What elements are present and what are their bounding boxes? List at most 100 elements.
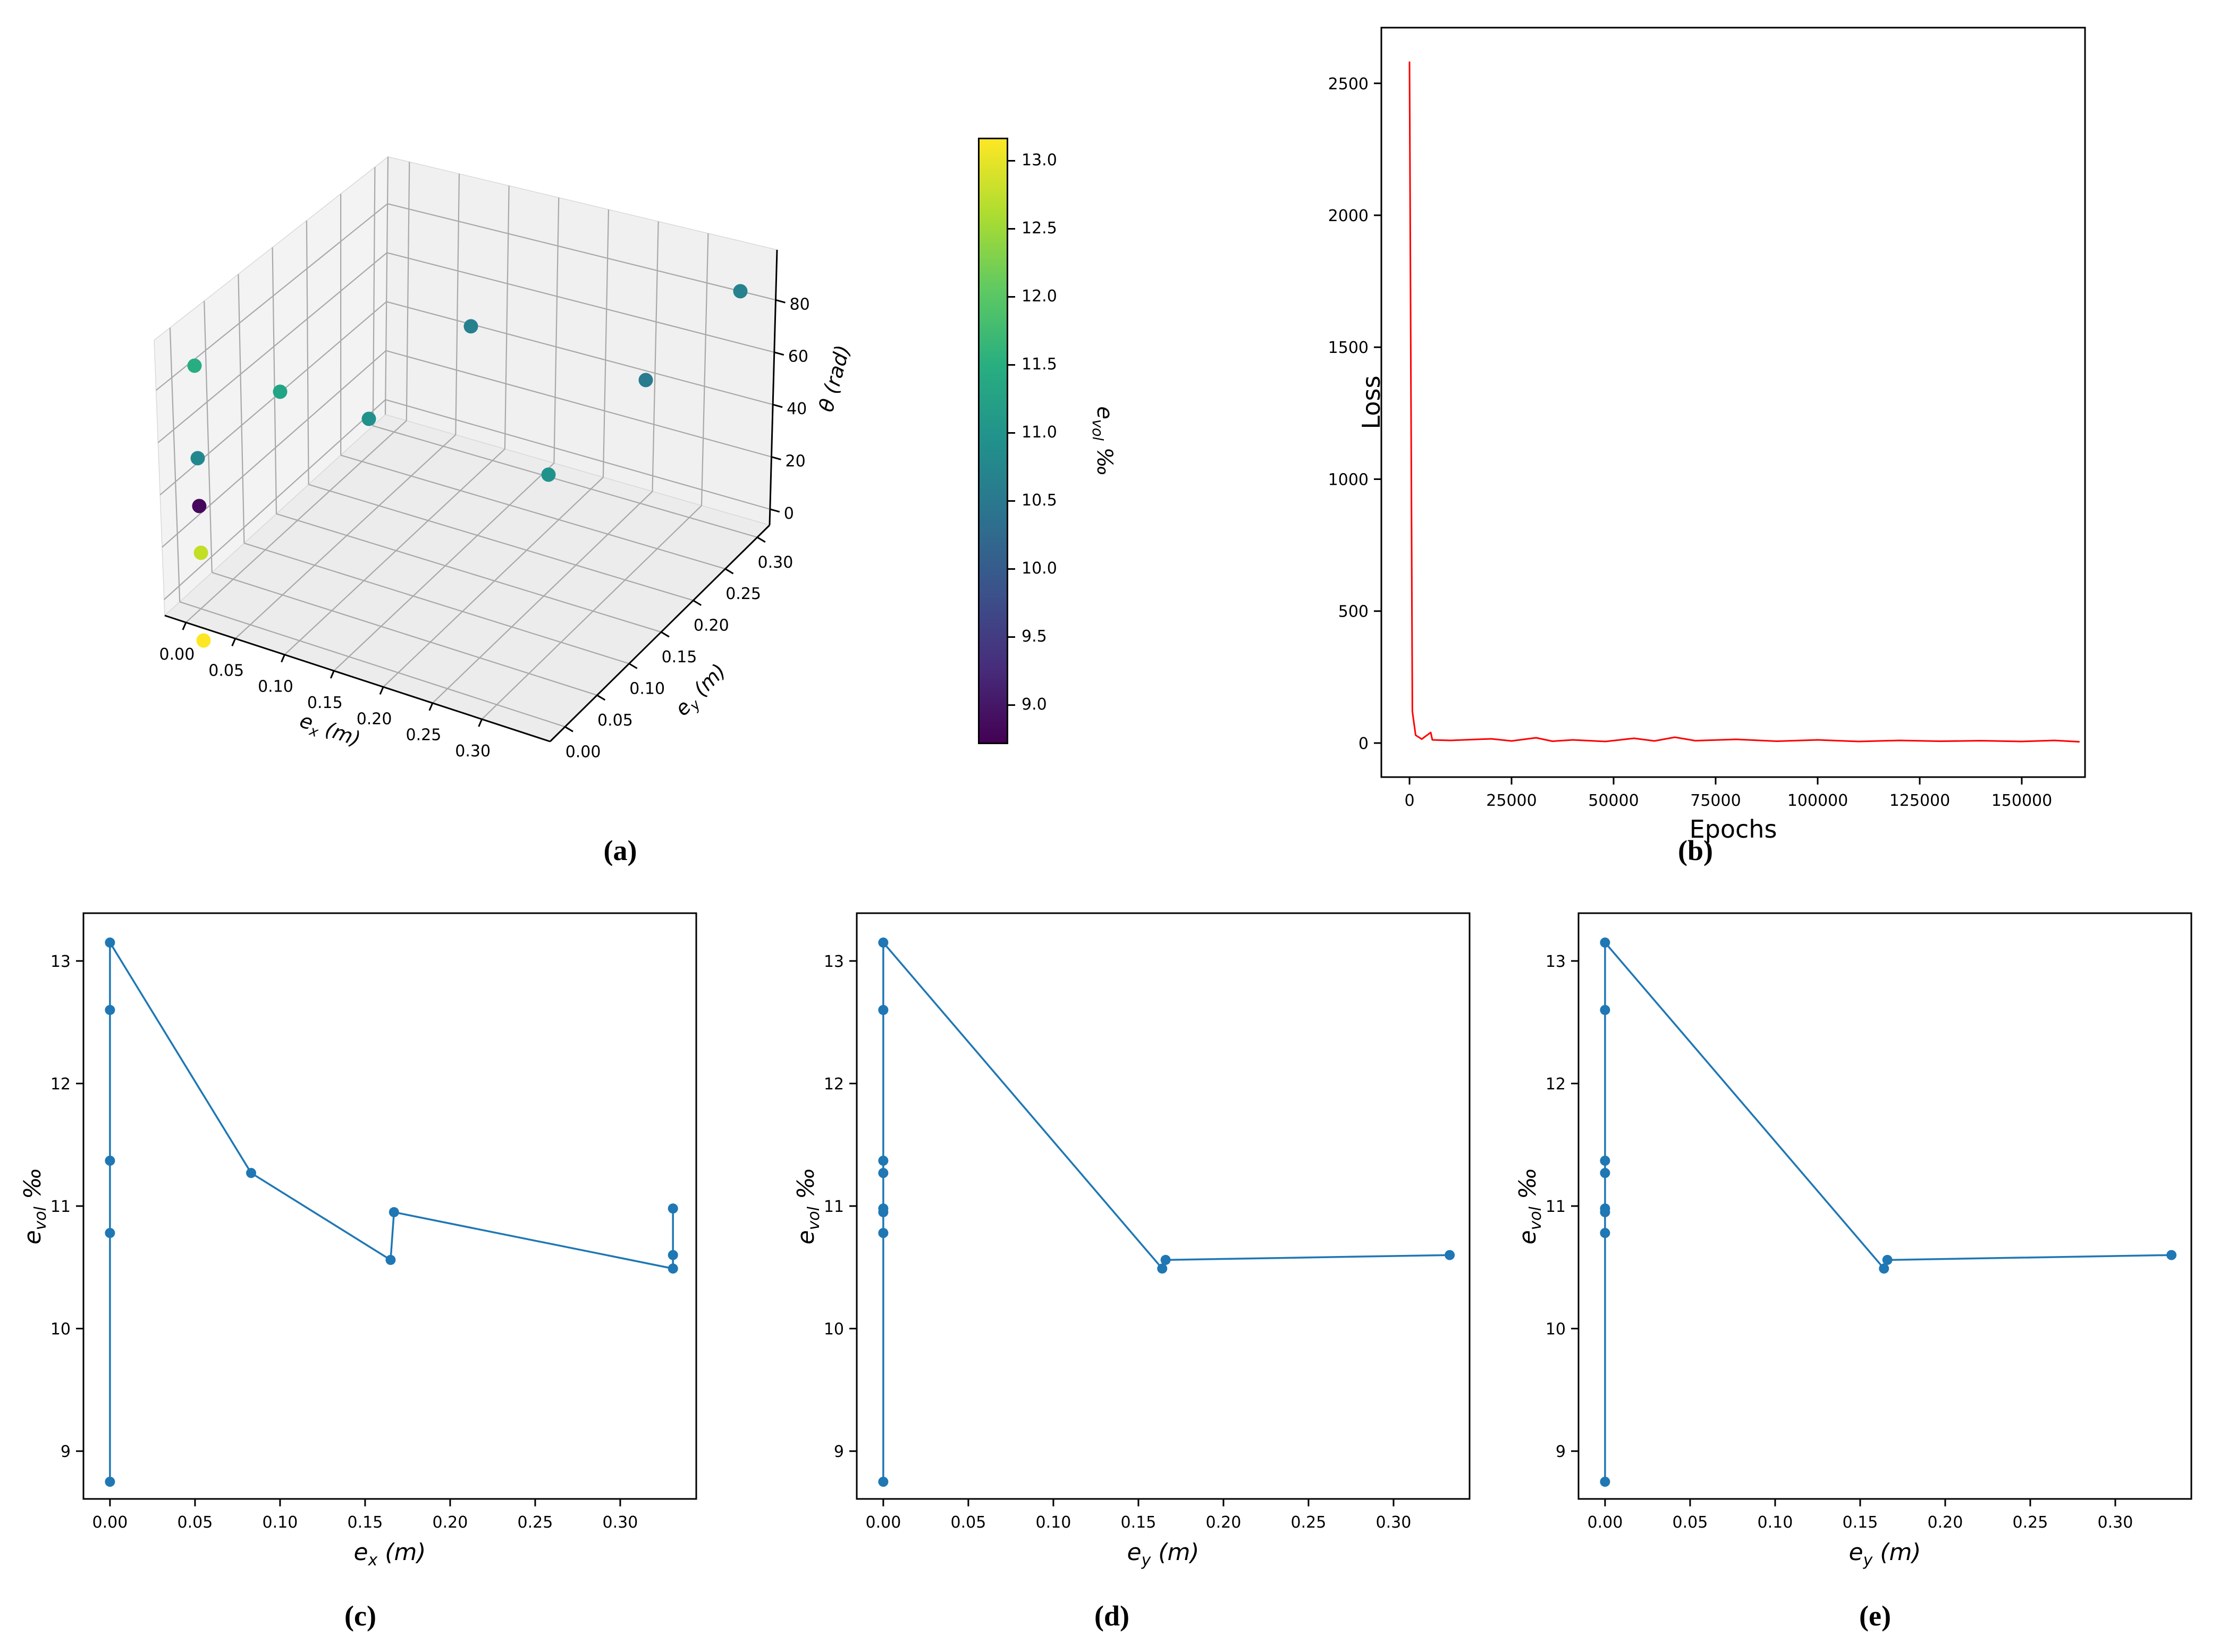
data-line-b — [1408, 61, 2080, 743]
y-tick-label: 11 — [824, 1198, 844, 1216]
axis-tick — [182, 622, 187, 630]
grid-line — [701, 233, 709, 506]
y-axis-label-e: evol ‰ — [1514, 1167, 1545, 1245]
x-tick-label: 0.05 — [178, 1513, 213, 1532]
scatter3d-point — [541, 467, 556, 482]
data-point — [878, 1005, 889, 1015]
data-point — [668, 1250, 678, 1260]
axis-tick — [772, 403, 783, 408]
x3d-tick-label: 0.15 — [307, 694, 343, 712]
y-tick-label: 500 — [1338, 603, 1369, 621]
x-tick-label: 150000 — [1991, 791, 2053, 810]
y-tick-label: 13 — [824, 953, 844, 971]
grid-line — [383, 477, 604, 688]
grid-line — [385, 350, 772, 458]
scatter3d-point — [733, 284, 748, 299]
x-tick-label: 0.25 — [1291, 1513, 1327, 1532]
plot-area — [82, 912, 697, 1500]
grid-line — [308, 484, 694, 601]
axis-tick — [596, 694, 606, 701]
colorbar-tick — [1008, 704, 1015, 706]
colorbar-tick — [1008, 636, 1015, 638]
y3d-tick-label: 0.25 — [725, 585, 761, 603]
y-axis-label-d: evol ‰ — [792, 1167, 823, 1245]
data-point — [878, 937, 889, 948]
x-tick-label: 0.15 — [348, 1513, 383, 1532]
y-axis-spine — [549, 524, 771, 743]
axis-tick — [775, 299, 786, 304]
colorbar-tick — [1008, 568, 1015, 570]
z3d-tick-label: 60 — [788, 348, 808, 366]
grid-line — [602, 209, 610, 477]
x-tick-label: 0.10 — [263, 1513, 298, 1532]
data-point — [878, 1228, 889, 1238]
x-tick-label: 0.30 — [2098, 1513, 2133, 1532]
axis-tick — [770, 508, 780, 513]
x-tick-label: 25000 — [1486, 791, 1537, 810]
plot-canvas-c: 0.00 0.05 0.10 0.15 0.20 0.25 0.30 9 10 11 12 13 — [50, 912, 697, 1532]
x-tick-label: 0.15 — [1121, 1513, 1157, 1532]
y-tick-label: 11 — [50, 1198, 71, 1216]
scatter3d-point — [187, 358, 202, 373]
y-axis-label-b: Loss — [1357, 375, 1386, 429]
plot3d-canvas: 0.00 0.05 0.10 0.15 0.20 0.25 0.30 0.00 0.05 0.10… — [154, 156, 810, 761]
scatter3d-point — [361, 411, 376, 426]
evol-vs-ey-plot-2: 0.00 0.05 0.10 0.15 0.20 0.25 0.30 9 10 11 12 13 ey … — [1514, 898, 2228, 1605]
colorbar-tick-label: 11.0 — [1022, 423, 1057, 442]
colorbar-tick-label: 10.5 — [1022, 491, 1057, 510]
grid-line — [406, 162, 410, 421]
y3d-tick-label: 0.10 — [629, 680, 665, 698]
x-tick-label: 0.30 — [603, 1513, 638, 1532]
data-point — [105, 1005, 115, 1015]
grid-line — [652, 221, 659, 492]
axis-tick — [774, 351, 784, 356]
x-tick-label: 100000 — [1787, 791, 1849, 810]
colorbar-gradient — [978, 138, 1008, 744]
grid-line — [553, 197, 560, 463]
colorbar-tick-label: 12.0 — [1022, 287, 1057, 306]
data-point — [668, 1263, 678, 1274]
data-point — [1600, 1005, 1610, 1015]
grid-line — [276, 513, 662, 633]
colorbar-tick — [1008, 364, 1015, 366]
y-tick-label: 13 — [1546, 953, 1566, 971]
grid-line — [185, 420, 407, 623]
data-point — [878, 1203, 889, 1214]
caption-e-text: (e) — [1859, 1600, 1891, 1632]
axis-tick — [330, 670, 335, 679]
data-point — [389, 1207, 399, 1217]
caption-d: (d) — [1094, 1599, 1129, 1632]
plot-area — [856, 912, 1471, 1500]
x3d-tick-label: 0.00 — [159, 645, 195, 664]
scatter3d-point — [196, 633, 211, 648]
caption-d-text: (d) — [1094, 1600, 1129, 1632]
x-axis-label-e: ey (m) — [1849, 1539, 1921, 1570]
x-tick-label: 0.30 — [1376, 1513, 1412, 1532]
colorbar-tick-label: 11.5 — [1022, 355, 1057, 374]
z3d-tick-label: 0 — [784, 504, 794, 523]
grid-line — [481, 505, 702, 720]
y3d-tick-label: 0.00 — [566, 743, 601, 761]
y-tick-label: 12 — [824, 1075, 844, 1093]
grid-line — [373, 425, 758, 538]
y-tick-label: 12 — [50, 1075, 71, 1093]
data-point — [878, 1156, 889, 1166]
y-tick-label: 1500 — [1328, 339, 1369, 357]
grid-line — [157, 252, 387, 443]
x-axis-label-c: ex (m) — [353, 1539, 426, 1570]
grid-line — [164, 399, 386, 600]
x-tick-label: 0.25 — [2013, 1513, 2048, 1532]
colorbar: 13.0 12.5 12.0 11.5 11.0 10.5 10.0 9.5 9.0 evol ‰ — [978, 133, 1169, 808]
y-tick-label: 9 — [834, 1443, 844, 1461]
colorbar-tick — [1008, 432, 1015, 434]
caption-a-text: (a) — [603, 835, 637, 866]
colorbar-tick — [1008, 500, 1015, 502]
caption-b-text: (b) — [1678, 835, 1713, 866]
grid-line — [284, 448, 505, 655]
grid-line — [179, 601, 566, 728]
z-axis-spine — [769, 249, 778, 526]
caption-b: (b) — [1678, 834, 1713, 867]
y-tick-label: 1000 — [1328, 470, 1369, 489]
x3d-tick-label: 0.20 — [357, 710, 392, 728]
